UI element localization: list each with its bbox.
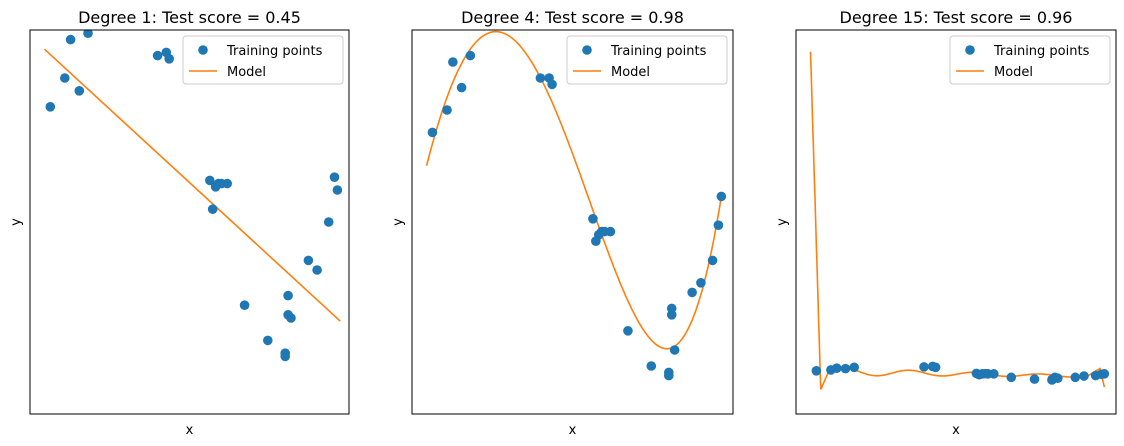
legend-label-model: Model bbox=[227, 65, 266, 80]
training-point bbox=[465, 50, 476, 61]
training-point bbox=[930, 362, 941, 373]
training-point bbox=[1006, 372, 1017, 383]
training-point bbox=[283, 290, 293, 301]
training-point bbox=[1053, 373, 1063, 384]
subplot-3: Degree 15: Test score = 0.96 x y Training p… bbox=[775, 8, 1117, 438]
training-point bbox=[427, 127, 438, 138]
chart-title: Degree 15: Test score = 0.96 bbox=[840, 8, 1073, 27]
legend-box bbox=[182, 35, 344, 85]
training-point bbox=[1079, 371, 1089, 381]
plot-area bbox=[43, 30, 343, 362]
model-line bbox=[809, 51, 1106, 390]
y-axis-label: y bbox=[9, 218, 24, 226]
training-point bbox=[1099, 369, 1110, 379]
training-point bbox=[303, 255, 314, 266]
training-point bbox=[448, 57, 458, 67]
training-point bbox=[669, 345, 680, 355]
training-point bbox=[687, 287, 697, 298]
legend-marker-points bbox=[582, 45, 592, 55]
training-point bbox=[442, 105, 452, 115]
training-point bbox=[666, 310, 677, 320]
training-point bbox=[840, 363, 851, 374]
training-point bbox=[164, 54, 174, 64]
training-point bbox=[152, 50, 163, 61]
x-axis-label: x bbox=[569, 423, 577, 438]
legend-label-training-points: Training points bbox=[226, 44, 323, 59]
training-point bbox=[831, 363, 842, 373]
training-point bbox=[65, 34, 76, 45]
legend-label-model: Model bbox=[611, 65, 650, 80]
training-point bbox=[74, 86, 85, 96]
training-point bbox=[713, 220, 724, 230]
training-point bbox=[605, 226, 616, 237]
training-point bbox=[332, 185, 343, 195]
subplot-1: Degree 1: Test score = 0.45 x y Training po… bbox=[9, 8, 350, 438]
legend-label-training-points: Training points bbox=[610, 44, 707, 59]
training-point bbox=[456, 82, 467, 93]
legend-box bbox=[949, 35, 1111, 85]
legend-marker-points bbox=[965, 45, 975, 55]
training-point bbox=[312, 265, 322, 275]
x-axis-label: x bbox=[186, 423, 194, 438]
legend-label-model: Model bbox=[994, 65, 1033, 80]
training-point bbox=[716, 191, 727, 202]
training-point bbox=[222, 178, 232, 189]
training-point bbox=[1070, 372, 1081, 383]
model-line bbox=[43, 48, 341, 322]
training-point bbox=[60, 73, 70, 83]
training-point bbox=[707, 255, 718, 266]
training-point bbox=[588, 214, 598, 224]
training-point bbox=[696, 278, 706, 288]
training-point bbox=[919, 362, 929, 372]
legend: Training points Model bbox=[182, 35, 344, 85]
training-point bbox=[45, 102, 56, 112]
training-point bbox=[263, 335, 273, 346]
training-point bbox=[811, 366, 822, 376]
legend: Training points Model bbox=[566, 35, 728, 85]
y-axis-label: y bbox=[775, 218, 790, 226]
training-point bbox=[280, 348, 291, 359]
training-point bbox=[623, 326, 633, 336]
training-point bbox=[664, 367, 674, 378]
legend-box bbox=[566, 35, 728, 85]
training-point bbox=[1029, 374, 1040, 384]
chart-title: Degree 4: Test score = 0.98 bbox=[461, 8, 684, 27]
training-point bbox=[323, 217, 334, 227]
legend-label-training-points: Training points bbox=[993, 44, 1090, 59]
y-axis-label: y bbox=[391, 218, 406, 226]
chart-title: Degree 1: Test score = 0.45 bbox=[78, 8, 301, 27]
axes-frame bbox=[411, 29, 734, 415]
training-point bbox=[535, 73, 546, 83]
axes-frame bbox=[795, 29, 1117, 415]
x-axis-label: x bbox=[952, 423, 960, 438]
subplot-2: Degree 4: Test score = 0.98 x y Training po… bbox=[391, 8, 734, 438]
training-point bbox=[989, 369, 999, 379]
training-point bbox=[646, 361, 657, 371]
axes-frame bbox=[29, 29, 350, 415]
training-point bbox=[849, 362, 859, 373]
training-point bbox=[547, 79, 557, 90]
training-point bbox=[205, 175, 215, 186]
training-point bbox=[207, 204, 218, 214]
legend-marker-points bbox=[198, 45, 208, 55]
training-point bbox=[239, 300, 250, 311]
training-point bbox=[83, 30, 93, 38]
training-point bbox=[329, 172, 340, 182]
plot-area bbox=[809, 51, 1110, 390]
legend: Training points Model bbox=[949, 35, 1111, 85]
plot-area bbox=[425, 30, 727, 381]
training-point bbox=[286, 313, 296, 323]
